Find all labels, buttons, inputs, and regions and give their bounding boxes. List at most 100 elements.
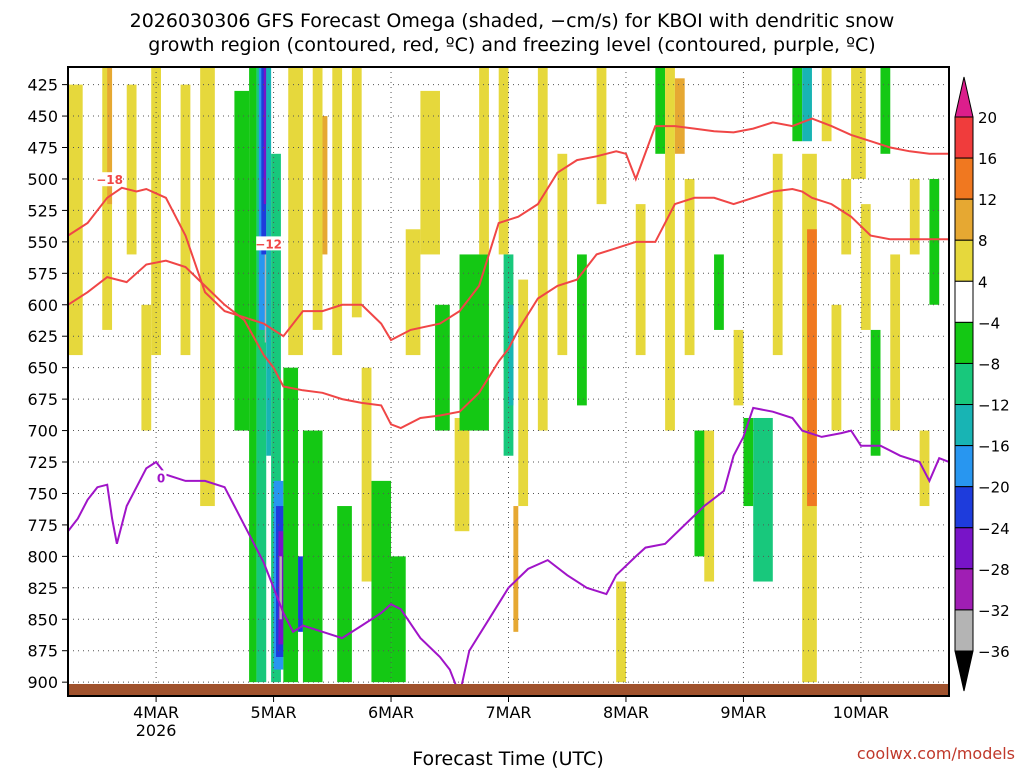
y-tick-label: 900 xyxy=(27,673,58,692)
colorbar-label: −28 xyxy=(978,561,1010,579)
colorbar-bin xyxy=(954,321,974,364)
y-tick-label: 550 xyxy=(27,233,58,252)
colorbar-label: −16 xyxy=(978,438,1010,456)
colorbar-label: 20 xyxy=(978,109,997,127)
omega-shaded-cell xyxy=(929,178,940,305)
colorbar-bin xyxy=(954,239,974,282)
x-tick-label: 5MAR xyxy=(251,703,297,722)
omega-shaded-cell xyxy=(126,84,137,255)
omega-shaded-cell xyxy=(557,153,568,356)
omega-shaded-cell xyxy=(351,67,362,318)
omega-shaded-cell xyxy=(180,84,191,356)
omega-shaded-cell xyxy=(807,229,817,507)
omega-shaded-cell xyxy=(288,67,303,356)
x-tick-label: 6MAR xyxy=(368,703,414,722)
colorbar-label: 16 xyxy=(978,150,997,168)
omega-shaded-cell xyxy=(753,417,773,582)
omega-shaded-cell xyxy=(405,229,421,356)
omega-shaded-cell xyxy=(665,67,675,431)
colorbar-bin xyxy=(954,157,974,200)
colorbar-label: −32 xyxy=(978,602,1010,620)
x-tick-label: 4MAR xyxy=(133,703,179,722)
omega-shaded-cell xyxy=(772,153,783,356)
x-tick-sublabel: 2026 xyxy=(136,721,177,740)
omega-shaded-cell xyxy=(513,506,519,632)
omega-shaded-cell xyxy=(283,367,299,683)
omega-shaded-cell xyxy=(508,304,514,406)
colorbar-label: −24 xyxy=(978,520,1010,538)
y-tick-label: 850 xyxy=(27,610,58,629)
omega-shading-layer xyxy=(68,67,940,683)
omega-shaded-cell xyxy=(841,178,852,255)
omega-shaded-cell xyxy=(266,67,272,456)
colorbar-bin xyxy=(954,116,974,159)
omega-shaded-cell xyxy=(200,67,215,507)
x-tick-label: 10MAR xyxy=(833,703,889,722)
omega-shaded-cell xyxy=(141,304,152,431)
omega-shaded-cell xyxy=(860,204,871,330)
omega-shaded-cell xyxy=(337,506,352,683)
contour-label: −12 xyxy=(255,237,282,251)
colorbar-top-arrow xyxy=(954,76,974,118)
omega-shaded-cell xyxy=(518,279,529,507)
credit-text: coolwx.com/models xyxy=(857,744,1015,763)
y-axis-ticks: 425 450 475 500 525 550 575 600 625 650 675 700 725 7… xyxy=(27,76,68,692)
omega-shaded-cell xyxy=(577,254,587,406)
colorbar-bin xyxy=(954,198,974,241)
y-tick-label: 575 xyxy=(27,264,58,283)
y-tick-label: 775 xyxy=(27,516,58,535)
omega-shaded-cell xyxy=(821,67,832,142)
chart-title-line2: growth region (contoured, red, ºC) and f… xyxy=(148,34,875,56)
contour-labels: −18 −12 0 xyxy=(96,172,282,485)
omega-shaded-cell xyxy=(674,78,685,154)
omega-shaded-cell xyxy=(616,581,626,683)
contour-label-bg xyxy=(155,470,167,485)
terrain-strip xyxy=(68,684,949,696)
colorbar-bin xyxy=(954,362,974,406)
colorbar-label: 4 xyxy=(978,273,988,291)
x-tick-label: 7MAR xyxy=(485,703,531,722)
omega-shaded-cell xyxy=(537,67,548,431)
omega-shaded-cell xyxy=(704,430,715,582)
y-tick-label: 800 xyxy=(27,547,58,566)
omega-shaded-cell xyxy=(249,67,257,683)
omega-shaded-cell xyxy=(831,304,842,431)
omega-shaded-cell xyxy=(459,254,489,431)
y-tick-label: 625 xyxy=(27,327,58,346)
omega-shaded-cell xyxy=(279,556,282,620)
y-tick-label: 500 xyxy=(27,170,58,189)
omega-shaded-cell xyxy=(332,67,343,356)
colorbar-bin xyxy=(954,527,974,570)
y-tick-label: 825 xyxy=(27,579,58,598)
contour-line xyxy=(68,117,949,342)
omega-shaded-cell xyxy=(312,67,323,330)
y-tick-label: 425 xyxy=(27,76,58,95)
colorbar-bin xyxy=(954,568,974,611)
omega-shaded-cell xyxy=(684,178,695,356)
colorbar-label: −8 xyxy=(978,355,1000,373)
omega-shaded-cell xyxy=(714,254,724,330)
colorbar-bin xyxy=(954,280,974,323)
colorbar-bin xyxy=(954,445,974,488)
omega-shaded-cell xyxy=(68,84,83,356)
omega-shaded-cell xyxy=(635,204,646,356)
y-tick-label: 650 xyxy=(27,359,58,378)
colorbar-label: −4 xyxy=(978,314,1000,332)
omega-shaded-cell xyxy=(371,480,392,683)
omega-shaded-cell xyxy=(361,367,372,582)
contour-layer xyxy=(68,117,949,696)
colorbar: 20 16 12 8 4 −4 −8 −12 −16 −20 −24 −28 −32 −36 xyxy=(954,76,1010,692)
omega-shaded-cell xyxy=(792,67,803,142)
grid-lines xyxy=(68,67,949,696)
contour-label-bg xyxy=(256,236,282,251)
omega-shaded-cell xyxy=(107,67,113,205)
colorbar-label: −36 xyxy=(978,643,1010,661)
colorbar-bin xyxy=(954,486,974,529)
omega-shaded-cell xyxy=(454,417,470,532)
colorbar-label: 8 xyxy=(978,232,988,250)
omega-shaded-cell xyxy=(322,116,328,255)
omega-shaded-cell xyxy=(498,67,509,255)
omega-shaded-cell xyxy=(880,67,891,154)
y-tick-label: 875 xyxy=(27,642,58,661)
